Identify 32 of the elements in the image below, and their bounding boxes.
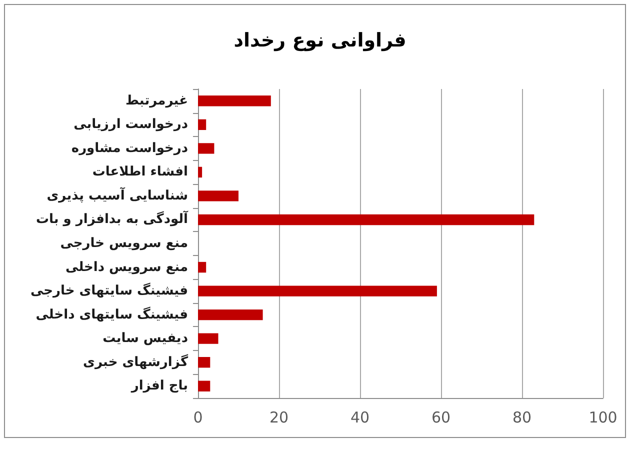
bar <box>198 309 263 320</box>
y-tick-label: درخواست ارزیابی <box>74 117 188 132</box>
bar <box>198 357 210 368</box>
y-tick-label: فیشینگ سایتهای خارجی <box>30 282 188 299</box>
y-tick-label: منع سرویس خارجی <box>60 236 188 251</box>
y-tick-label: افشاء اطلاعات <box>92 164 188 180</box>
y-tick-label: دیفیس سایت <box>102 331 188 346</box>
y-tick-label: منع سرویس داخلی <box>66 260 188 275</box>
y-tick-label: درخواست مشاوره <box>71 140 188 156</box>
bar <box>198 96 271 106</box>
x-tick-label: 80 <box>512 408 532 426</box>
x-tick-label: 0 <box>193 408 203 426</box>
bar <box>198 190 238 202</box>
y-tick-label: شناسایی آسیب پذیری <box>46 186 188 204</box>
x-tick-label: 20 <box>269 408 289 426</box>
y-tick-label: فیشینگ سایتهای داخلی <box>36 306 188 322</box>
chart-title: فراوانی نوع رخداد <box>234 30 406 52</box>
x-tick-label: 100 <box>588 408 618 426</box>
x-tick-label: 40 <box>350 408 370 426</box>
y-tick-label: باج افزار <box>130 378 188 394</box>
bar <box>198 166 202 178</box>
y-tick-label: غیرمرتبط <box>125 93 188 108</box>
bar <box>198 214 534 226</box>
bar <box>198 286 437 296</box>
bar <box>198 119 206 130</box>
y-tick-label: گزارشهای خبری <box>83 354 188 370</box>
bar <box>198 380 210 392</box>
bar <box>198 262 206 273</box>
y-tick-label: آلودگی به بدافزار و بات <box>36 210 189 228</box>
bar <box>198 143 214 154</box>
bar <box>198 333 218 344</box>
x-tick-label: 60 <box>431 408 451 426</box>
